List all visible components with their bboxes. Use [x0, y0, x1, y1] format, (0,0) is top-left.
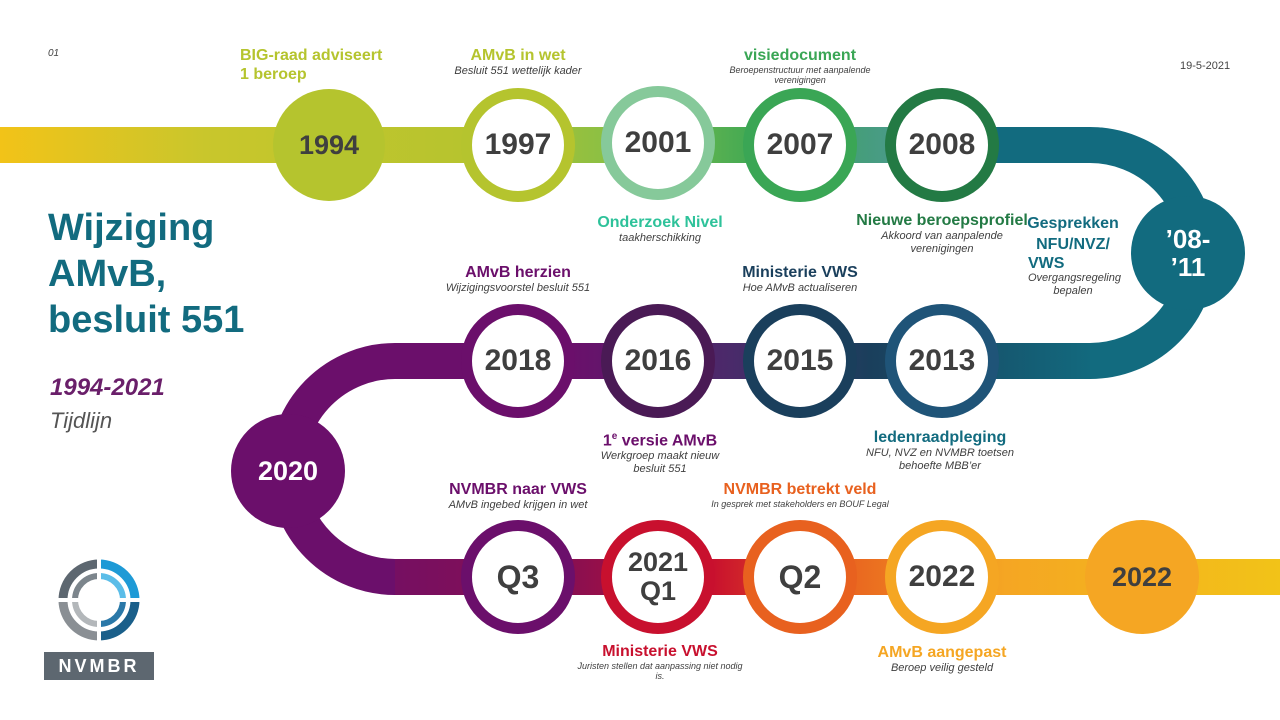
label-2015-sub: Hoe AMvB actualiseren [742, 282, 858, 294]
year-2007: 2007 [766, 128, 834, 161]
nvmbr-logo: NVMBR [44, 554, 154, 680]
year-2022a: 2022 [908, 560, 976, 593]
year-2016: 2016 [624, 344, 692, 377]
milestone-2007-circle: 2007 [743, 88, 857, 202]
label-2008-sub: Akkoord van aanpalende verenigingen [881, 230, 1003, 255]
label-2022a: AMvB aangepast Beroep veilig gesteld [852, 643, 1032, 675]
label-2007-sub: Beroepenstructuur met aanpalende verenig… [729, 65, 871, 85]
label-1994: BIG-raad adviseert 1 beroep [240, 46, 420, 84]
period: 1994-2021 [50, 374, 165, 401]
year-1997: 1997 [484, 128, 552, 161]
milestone-2001-circle: 2001 [601, 86, 715, 200]
label-2016-title: 1e versie AMvB [570, 427, 750, 450]
title-line-3: besluit 551 [48, 299, 245, 341]
label-2013-title: ledenraadpleging [873, 429, 1007, 446]
year-2015: 2015 [766, 344, 834, 377]
label-1997: AMvB in wet Besluit 551 wettelijk kader [428, 46, 608, 78]
label-2018: AMvB herzien Wijzigingsvoorstel besluit … [428, 263, 608, 295]
slide-number: 01 [48, 48, 60, 59]
label-2016-title-sup: e [611, 431, 618, 442]
subtitle: Tijdlijn [50, 408, 113, 433]
label-0811-line-1: Gesprekken [1027, 215, 1119, 232]
label-2021-title: Ministerie VWS [602, 643, 718, 660]
label-2015: Ministerie VWS Hoe AMvB actualiseren [710, 263, 890, 295]
year-2018: 2018 [484, 344, 552, 377]
label-2016: 1e versie AMvB Werkgroep maakt nieuw bes… [570, 427, 750, 476]
title-line-2: AMvB, [48, 253, 167, 295]
nvmbr-logo-icon [57, 558, 141, 642]
year-2022b: 2022 [1111, 561, 1173, 592]
year-0811-line-1: ’08- [1165, 224, 1211, 254]
milestone-0811-circle: ’08- ’11 [1131, 196, 1245, 310]
label-0811-line-3: VWS [1028, 255, 1065, 272]
label-1994-line-2: 1 beroep [240, 66, 307, 83]
label-2008-title: Nieuwe beroepsprofiel [856, 212, 1028, 229]
year-2013: 2013 [908, 344, 976, 377]
page-title: Wijziging AMvB, besluit 551 [48, 205, 288, 343]
label-2015-title: Ministerie VWS [742, 264, 858, 281]
title-line-1: Wijziging [48, 207, 215, 249]
label-2008: Nieuwe beroepsprofiel Akkoord van aanpal… [852, 211, 1032, 256]
label-q2-sub: In gesprek met stakeholders en BOUF Lega… [711, 499, 889, 509]
label-q2-title: NVMBR betrekt veld [723, 481, 877, 498]
milestone-2015-circle: 2015 [743, 304, 857, 418]
label-2001-title: Onderzoek Nivel [597, 214, 723, 231]
year-0811-line-2: ’11 [1170, 252, 1206, 282]
year-q2: Q2 [778, 559, 822, 595]
milestone-2016-circle: 2016 [601, 304, 715, 418]
label-2001-sub: taakherschikking [619, 232, 701, 244]
label-2021-sub: Juristen stellen dat aanpassing niet nod… [577, 661, 743, 681]
label-2001: Onderzoek Nivel taakherschikking [570, 213, 750, 245]
label-q3: NVMBR naar VWS AMvB ingebed krijgen in w… [418, 480, 618, 512]
year-1994: 1994 [298, 129, 360, 160]
year-2021-line-1: 2021 [627, 547, 689, 577]
label-2021: Ministerie VWS Juristen stellen dat aanp… [570, 642, 750, 681]
label-1994-line-1: BIG-raad adviseert [240, 47, 383, 64]
label-q3-title: NVMBR naar VWS [449, 481, 587, 498]
milestone-2021q1-circle: 2021 Q1 [601, 520, 715, 634]
label-0811: Gesprekken NFU/NVZ/ VWS Overgangsregelin… [1018, 213, 1128, 298]
label-2016-sub: Werkgroep maakt nieuw besluit 551 [600, 450, 720, 476]
label-2007: visiedocument Beroepenstructuur met aanp… [710, 46, 890, 85]
milestone-2022b-circle: 2022 [1085, 520, 1199, 634]
milestone-1994-circle: 1994 [273, 89, 385, 201]
label-2013-sub: NFU, NVZ en NVMBR toetsen behoefte MBB’e… [866, 447, 1014, 472]
year-2021-line-2: Q1 [639, 576, 677, 606]
label-0811-line-2: NFU/NVZ/ [1036, 236, 1110, 253]
milestone-2020-circle: 2020 [231, 414, 345, 528]
label-1997-sub: Besluit 551 wettelijk kader [454, 65, 582, 77]
logo-text: NVMBR [44, 652, 154, 680]
label-2007-title: visiedocument [743, 47, 857, 64]
label-2022a-title: AMvB aangepast [877, 644, 1007, 661]
milestone-2008-circle: 2008 [885, 88, 999, 202]
milestone-q2-circle: Q2 [743, 520, 857, 634]
label-2016-title-rest: versie AMvB [617, 432, 718, 450]
milestone-2013-circle: 2013 [885, 304, 999, 418]
milestone-2022a-circle: 2022 [885, 520, 999, 634]
milestone-2018-circle: 2018 [461, 304, 575, 418]
label-q2: NVMBR betrekt veld In gesprek met stakeh… [700, 480, 900, 509]
year-2008: 2008 [908, 128, 976, 161]
label-2018-sub: Wijzigingsvoorstel besluit 551 [445, 282, 591, 294]
label-q3-sub: AMvB ingebed krijgen in wet [448, 499, 588, 511]
year-q3: Q3 [496, 559, 540, 595]
milestone-q3-circle: Q3 [461, 520, 575, 634]
year-2020: 2020 [257, 455, 319, 486]
label-1997-title: AMvB in wet [470, 47, 566, 64]
milestone-1997-circle: 1997 [461, 88, 575, 202]
label-0811-sub: Overgangsregeling bepalen [1028, 272, 1121, 297]
label-2022a-sub: Beroep veilig gesteld [890, 662, 994, 674]
label-2016-title-num: 1 [602, 432, 612, 450]
year-2001: 2001 [624, 126, 692, 159]
label-2013: ledenraadpleging NFU, NVZ en NVMBR toets… [850, 428, 1030, 473]
slide-date: 19-5-2021 [1180, 60, 1231, 72]
label-2018-title: AMvB herzien [465, 264, 571, 281]
